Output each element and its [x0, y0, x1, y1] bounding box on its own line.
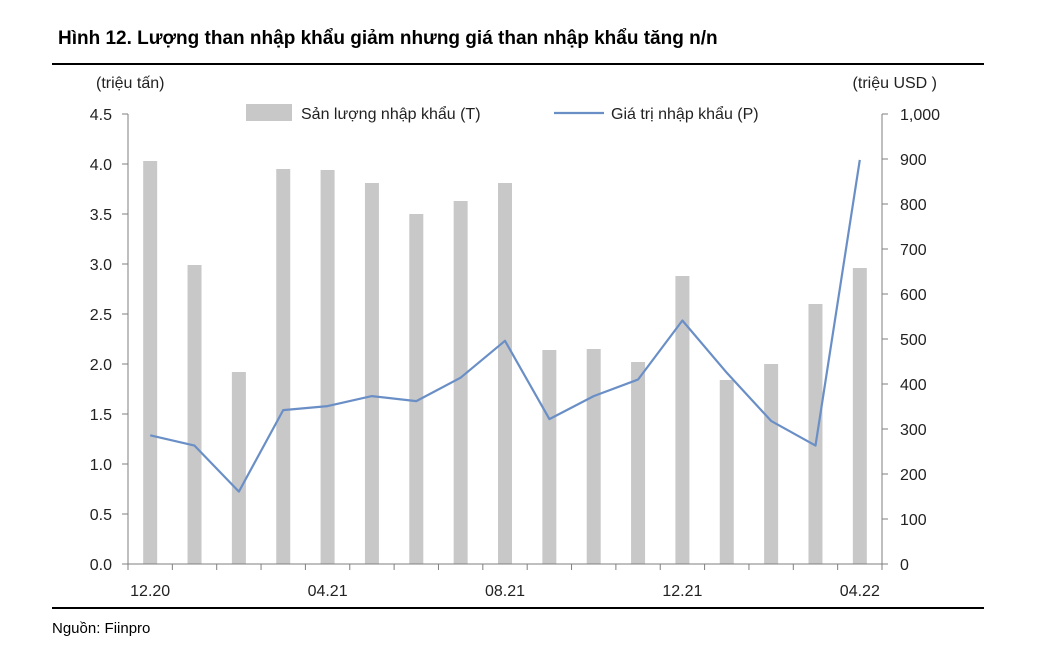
bar: [187, 265, 202, 564]
bar-series: [143, 161, 867, 564]
right-tick-label: 500: [900, 332, 927, 349]
bar: [675, 276, 690, 564]
bar: [631, 362, 646, 564]
legend-label-line: Giá trị nhập khẩu (P): [611, 105, 759, 123]
x-tick-label: 08.21: [485, 583, 525, 600]
bar: [586, 349, 601, 564]
axis-units: (triệu tấn) (triệu USD ): [96, 75, 937, 92]
bar: [143, 161, 158, 564]
left-tick-label: 4.5: [90, 107, 112, 124]
bar: [320, 170, 335, 564]
right-tick-label: 700: [900, 242, 927, 259]
right-tick-label: 100: [900, 512, 927, 529]
axes: 0.0 0.5 1.0 1.5 2.0 2.5 3.0 3.5 4.0 4.5 0 100 200 300…: [90, 107, 940, 600]
bar: [231, 372, 246, 564]
left-tick-label: 4.0: [90, 157, 112, 174]
bar: [409, 214, 424, 564]
figure-title: Hình 12. Lượng than nhập khẩu giảm nhưng…: [58, 28, 718, 49]
left-tick-label: 1.5: [90, 407, 112, 424]
left-tick-label: 0.5: [90, 507, 112, 524]
left-tick-label: 1.0: [90, 457, 112, 474]
bar: [719, 380, 734, 564]
right-axis-unit: (triệu USD ): [853, 75, 937, 92]
left-tick-label: 3.0: [90, 257, 112, 274]
right-tick-label: 900: [900, 152, 927, 169]
bar: [542, 350, 557, 564]
left-tick-label: 2.5: [90, 307, 112, 324]
bar: [276, 169, 291, 564]
bar: [498, 183, 512, 564]
right-tick-label: 0: [900, 557, 909, 574]
left-axis-unit: (triệu tấn): [96, 75, 164, 92]
bottom-rule: [52, 607, 984, 609]
x-tick-label: 04.22: [840, 583, 880, 600]
right-tick-label: 300: [900, 422, 927, 439]
left-tick-label: 3.5: [90, 207, 112, 224]
right-tick-label: 200: [900, 467, 927, 484]
legend-label-bar: Sản lượng nhập khẩu (T): [301, 105, 481, 123]
line-series: [149, 159, 861, 493]
bar: [453, 201, 468, 564]
legend-swatch-bar: [246, 104, 292, 121]
top-rule: [52, 63, 984, 65]
bar: [364, 183, 379, 564]
left-tick-label: 0.0: [90, 557, 112, 574]
x-tick-label: 12.20: [130, 583, 170, 600]
source-note: Nguồn: Fiinpro: [52, 620, 151, 637]
legend: Sản lượng nhập khẩu (T) Giá trị nhập khẩu…: [246, 104, 759, 123]
left-tick-label: 2.0: [90, 357, 112, 374]
x-tick-label: 04.21: [308, 583, 348, 600]
bar: [808, 304, 823, 564]
bar: [852, 268, 867, 564]
bar: [764, 364, 779, 564]
x-tick-label: 12.21: [662, 583, 702, 600]
right-tick-label: 400: [900, 377, 927, 394]
right-tick-label: 800: [900, 197, 927, 214]
right-tick-label: 600: [900, 287, 927, 304]
right-tick-label: 1,000: [900, 107, 940, 124]
